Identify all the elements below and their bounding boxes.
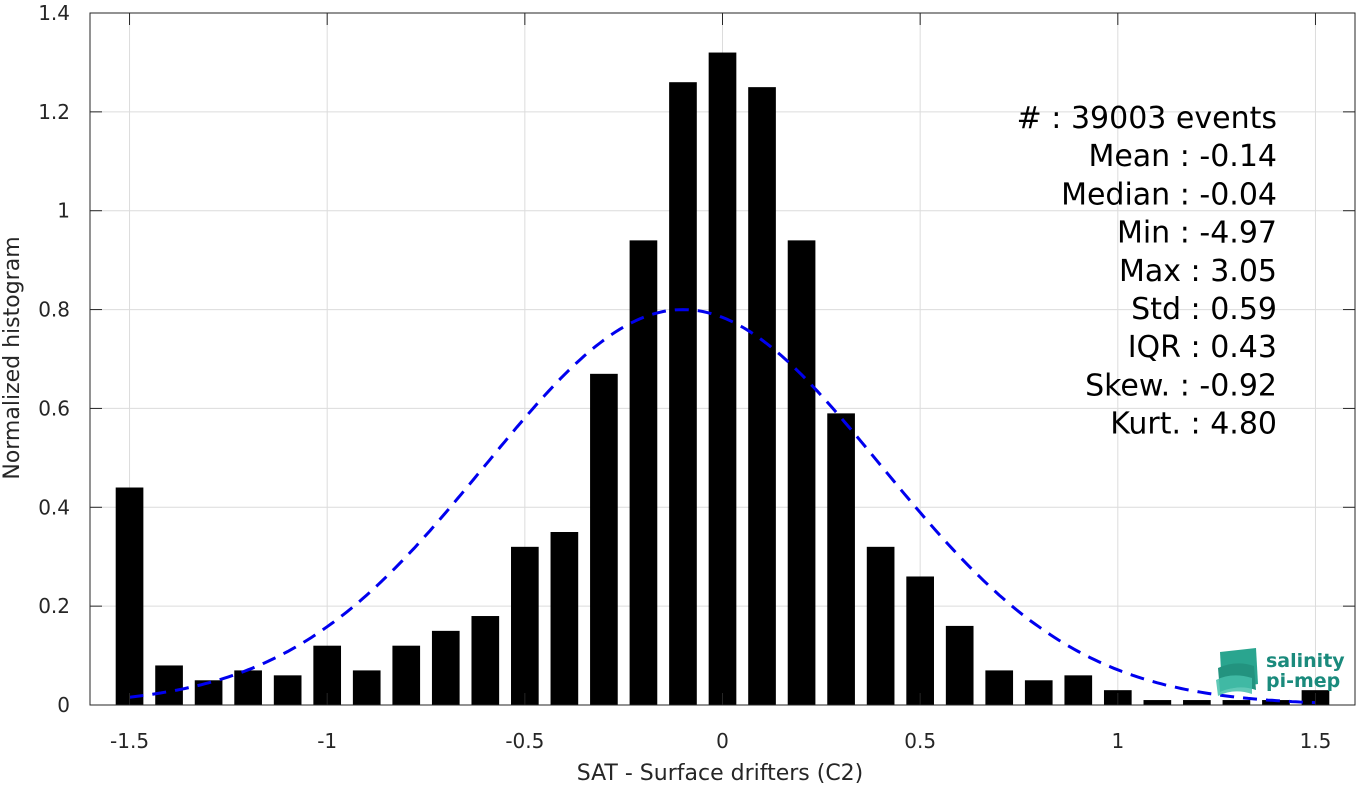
histogram-bar-18 xyxy=(827,413,855,705)
stat-line-4: Max : 3.05 xyxy=(1119,254,1277,289)
wave-logo-icon xyxy=(1216,648,1258,696)
histogram-bar-8 xyxy=(431,630,460,705)
x-tick-label-4: 0.5 xyxy=(904,729,936,753)
histogram-bar-17 xyxy=(787,240,816,705)
histogram-bar-20 xyxy=(906,576,934,705)
histogram-bar-29 xyxy=(1262,700,1290,705)
y-tick-label-1: 0.2 xyxy=(38,594,70,618)
histogram-bar-16 xyxy=(748,87,776,705)
stat-line-1: Mean : -0.14 xyxy=(1088,139,1277,174)
y-tick-label-4: 0.8 xyxy=(38,298,70,322)
x-tick-labels: -1.5 -1 -0.5 0 0.5 1 1.5 xyxy=(110,729,1331,753)
salinity-pi-mep-logo: salinity pi-mep xyxy=(1216,648,1345,696)
stat-line-5: Std : 0.59 xyxy=(1131,292,1277,327)
histogram-bar-27 xyxy=(1183,700,1211,705)
y-tick-label-6: 1.2 xyxy=(38,100,70,124)
stat-line-3: Min : -4.97 xyxy=(1117,216,1277,251)
histogram-bar-26 xyxy=(1143,700,1172,705)
x-tick-label-3: 0 xyxy=(716,729,729,753)
x-tick-label-0: -1.5 xyxy=(110,729,149,753)
stat-line-6: IQR : 0.43 xyxy=(1128,330,1277,365)
histogram-bar-4 xyxy=(273,675,302,705)
histogram-bar-1 xyxy=(155,665,183,705)
x-axis-label: SAT - Surface drifters (C2) xyxy=(577,761,864,785)
stat-line-8: Kurt. : 4.80 xyxy=(1110,407,1277,442)
y-tick-label-0: 0 xyxy=(57,693,70,717)
y-tick-label-3: 0.6 xyxy=(38,396,70,420)
histogram-bar-0 xyxy=(115,487,144,705)
y-axis-label: Normalized histogram xyxy=(0,236,25,479)
histogram-bar-7 xyxy=(392,645,421,705)
histogram-bar-19 xyxy=(866,546,895,705)
histogram-bar-23 xyxy=(1024,680,1053,705)
y-tick-label-5: 1 xyxy=(57,199,70,223)
histogram-bar-9 xyxy=(471,616,500,705)
histogram-bar-15 xyxy=(708,52,737,706)
histogram-bar-13 xyxy=(629,240,658,705)
histogram-bar-14 xyxy=(669,82,697,705)
histogram-bar-3 xyxy=(234,670,262,705)
histogram-bars xyxy=(115,52,1330,706)
histogram-bar-22 xyxy=(985,670,1014,705)
y-tick-labels: 0 0.2 0.4 0.6 0.8 1 1.2 1.4 xyxy=(38,1,70,717)
x-tick-label-6: 1.5 xyxy=(1300,729,1332,753)
stat-line-2: Median : -0.04 xyxy=(1061,177,1277,212)
histogram-bar-12 xyxy=(590,373,618,705)
histogram-bar-10 xyxy=(511,546,539,705)
stat-line-7: Skew. : -0.92 xyxy=(1085,368,1277,403)
logo-text-line1: salinity xyxy=(1266,650,1345,672)
histogram-bar-28 xyxy=(1222,700,1251,705)
gaussian-fit-curve xyxy=(129,308,1316,705)
y-tick-label-2: 0.4 xyxy=(38,495,70,519)
logo-text-line2: pi-mep xyxy=(1266,670,1340,692)
x-tick-label-1: -1 xyxy=(317,729,337,753)
y-tick-label-7: 1.4 xyxy=(38,1,70,25)
x-tick-label-2: -0.5 xyxy=(505,729,544,753)
axis-ticks xyxy=(90,12,1355,706)
histogram-bar-11 xyxy=(550,532,579,705)
histogram-bar-24 xyxy=(1064,675,1093,705)
histogram-bar-21 xyxy=(945,625,974,705)
x-tick-label-5: 1 xyxy=(1111,729,1124,753)
stat-line-0: # : 39003 events xyxy=(1017,101,1277,136)
histogram-bar-6 xyxy=(352,670,381,705)
